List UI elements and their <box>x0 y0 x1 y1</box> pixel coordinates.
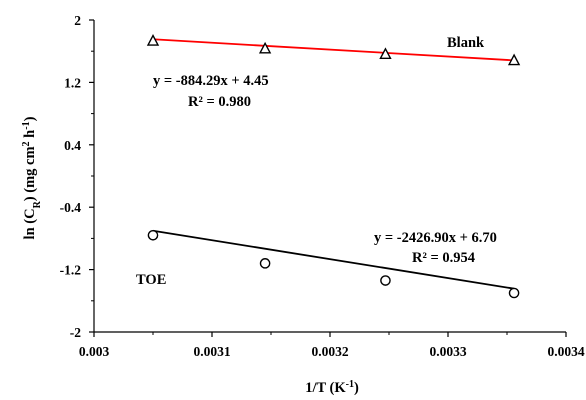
blank-point <box>507 53 521 66</box>
x-axis-title: 1/T (K-1) <box>305 379 359 397</box>
toe-point <box>380 275 391 286</box>
blank-point <box>146 34 160 46</box>
series-label-blank: Blank <box>447 35 485 51</box>
y-tick-label: -0.4 <box>60 200 82 215</box>
blank-point <box>379 47 392 60</box>
y-axis-title: ln (CR) (mg cm2 h-1) <box>21 116 43 239</box>
y-tick-label: -2 <box>70 325 81 340</box>
x-tick-label: 0.0033 <box>429 344 466 359</box>
toe-point <box>147 229 159 241</box>
y-tick-label: 1.2 <box>64 75 81 90</box>
blank-point <box>258 41 272 54</box>
toe-point <box>259 258 271 269</box>
y-tick-label: -1.2 <box>60 263 82 278</box>
data-markers <box>146 34 521 299</box>
blank-equation: y = -884.29x + 4.45 <box>153 73 269 89</box>
x-tick-label: 0.003 <box>79 344 110 359</box>
blank-fit-line <box>152 38 515 62</box>
x-tick-label: 0.0032 <box>311 344 348 359</box>
x-tick-label: 0.0031 <box>193 344 230 359</box>
fit-lines <box>152 38 515 290</box>
blank-r2: R² = 0.980 <box>188 94 251 110</box>
toe-equation: y = -2426.90x + 6.70 <box>374 230 497 246</box>
toe-point <box>508 287 520 299</box>
x-tick-label: 0.0034 <box>547 344 584 359</box>
toe-r2: R² = 0.954 <box>412 250 475 266</box>
axis-ticks: 0.003 0.0031 0.0032 0.0033 0.0034 2 1.2 0.4 -0.4… <box>60 13 585 359</box>
y-tick-label: 0.4 <box>64 138 81 153</box>
y-tick-label: 2 <box>74 13 81 28</box>
toe-fit-line <box>152 229 515 290</box>
series-label-toe: TOE <box>136 272 166 288</box>
